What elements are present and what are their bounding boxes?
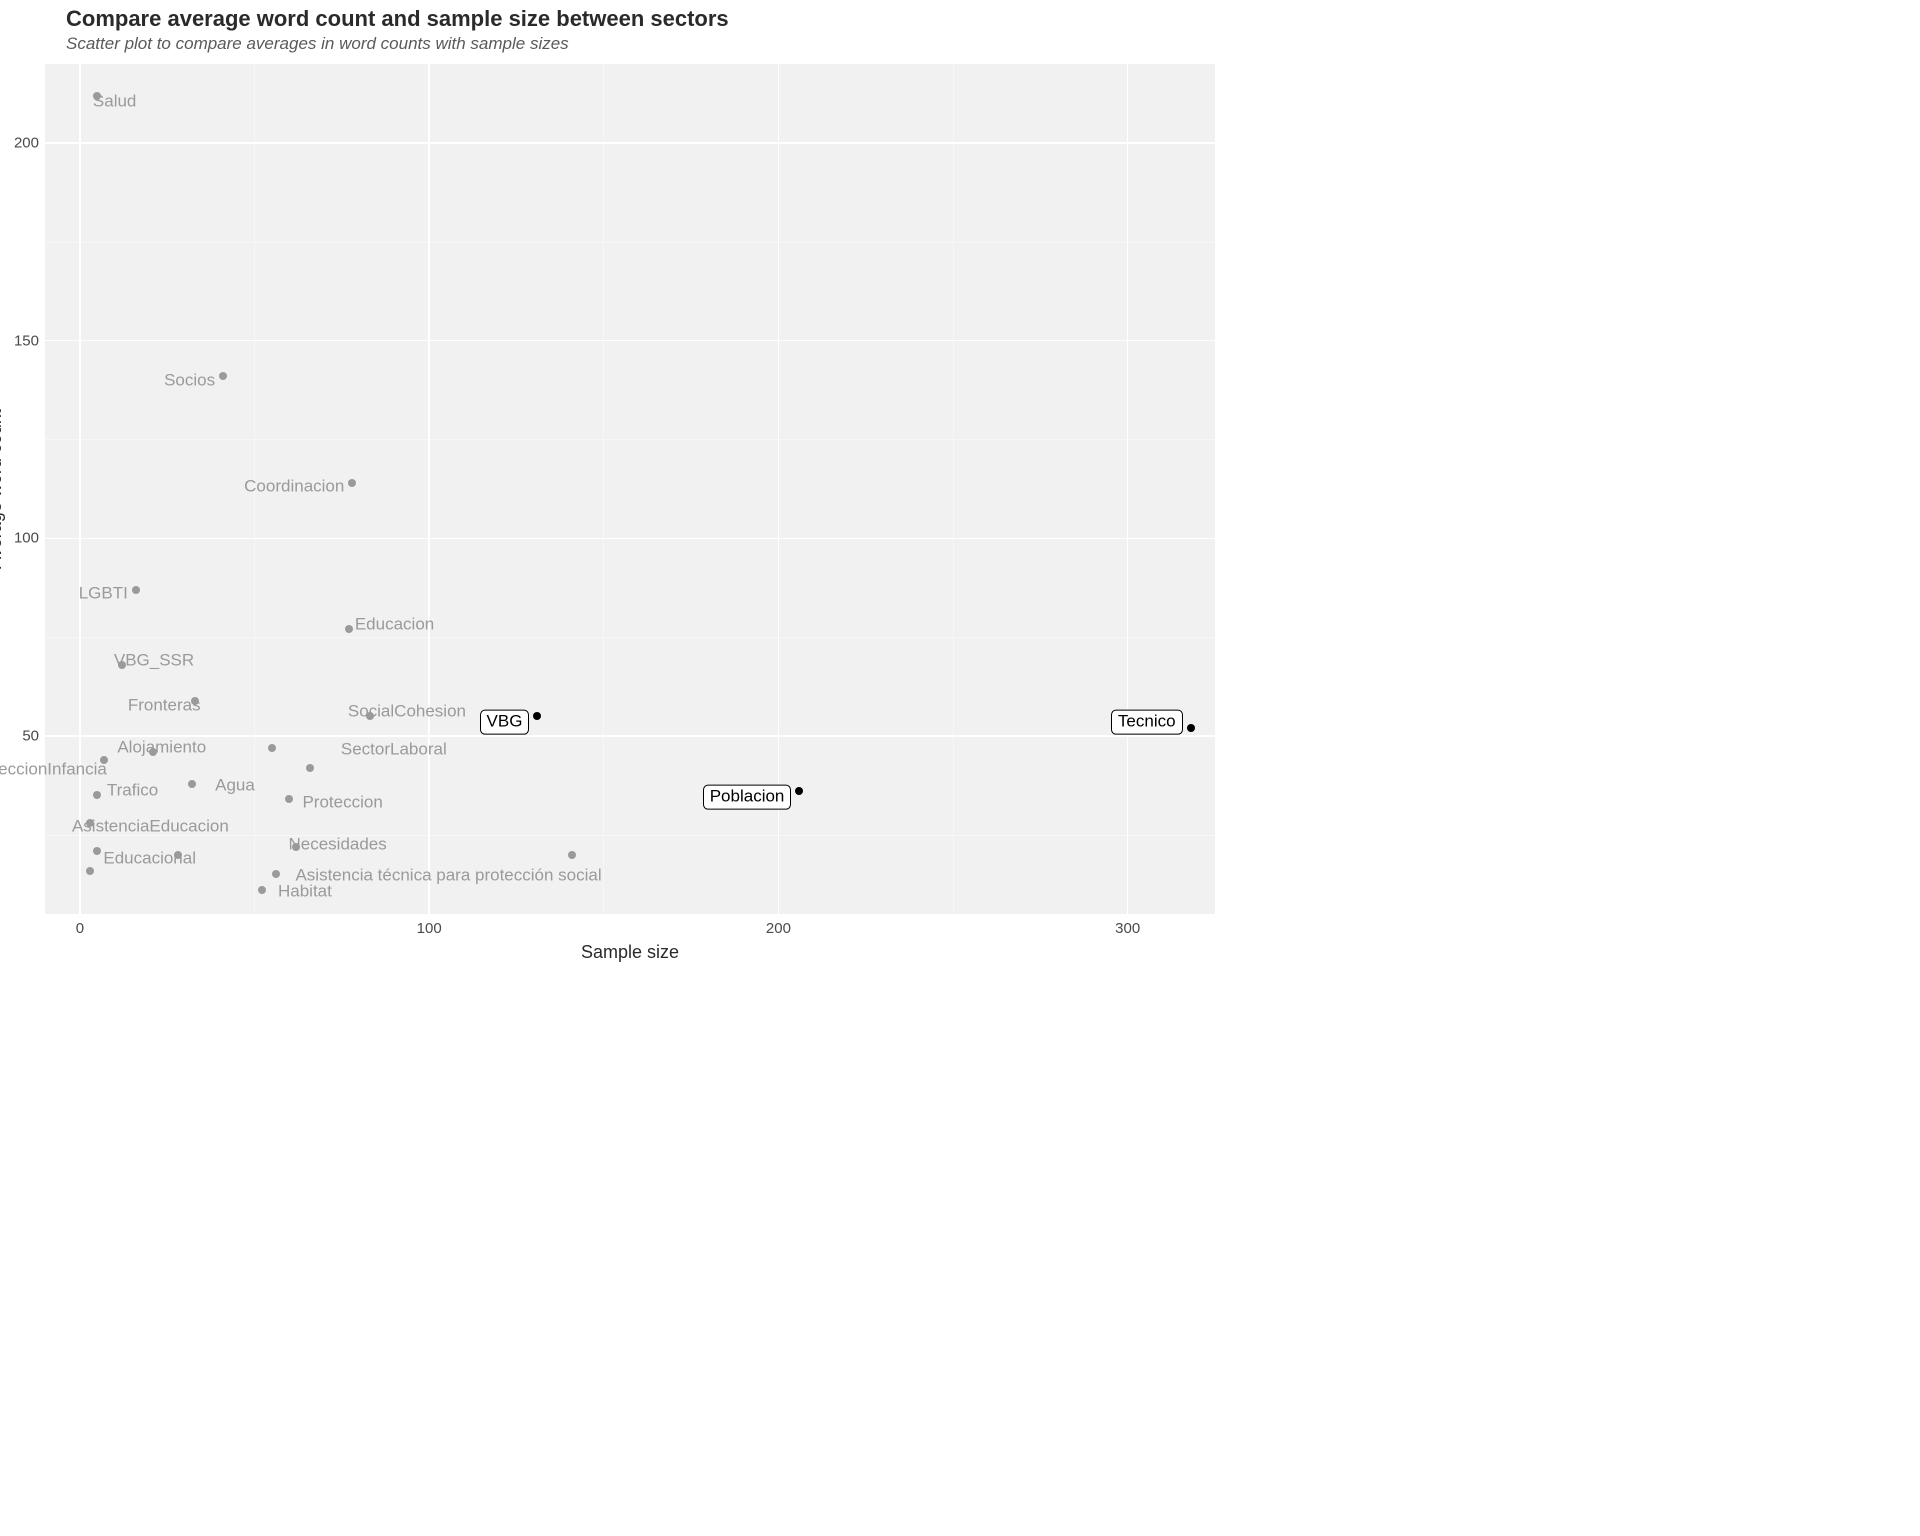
scatter-label: LGBTI (79, 584, 128, 603)
scatter-point (1187, 724, 1195, 732)
scatter-label: Salud (93, 92, 136, 111)
scatter-point (348, 479, 356, 487)
scatter-label: Educacional (103, 849, 196, 868)
scatter-label: ProteccionInfancia (0, 760, 107, 779)
scatter-point (306, 764, 314, 772)
scatter-point (258, 886, 266, 894)
gridline-h-minor (45, 439, 1215, 440)
scatter-label: Habitat (278, 883, 332, 902)
gridline-v-minor (953, 64, 954, 914)
scatter-label: VBG_SSR (114, 652, 194, 671)
scatter-label: Agua (215, 776, 255, 795)
gridline-h-minor (45, 637, 1215, 638)
x-tick-label: 300 (1115, 920, 1140, 937)
scatter-label: Asistencia técnica para protección socia… (295, 867, 601, 886)
scatter-point (533, 712, 541, 720)
scatter-point (132, 586, 140, 594)
scatter-point (285, 795, 293, 803)
scatter-label: VBG (480, 710, 530, 735)
x-tick-label: 100 (417, 920, 442, 937)
scatter-label: AsistenciaEducacion (72, 818, 229, 837)
scatter-point (188, 780, 196, 788)
scatter-label: Fronteras (128, 696, 201, 715)
scatter-label: Coordinacion (244, 478, 344, 497)
x-axis-title: Sample size (581, 942, 679, 963)
gridline-h-minor (45, 242, 1215, 243)
y-tick-label: 200 (14, 135, 39, 152)
scatter-label: Educacion (355, 616, 434, 635)
x-tick-label: 0 (76, 920, 84, 937)
scatter-point (93, 847, 101, 855)
y-tick-label: 100 (14, 530, 39, 547)
scatter-label: SectorLaboral (341, 741, 447, 760)
scatter-label: Socios (164, 372, 215, 391)
scatter-point (272, 870, 280, 878)
scatter-point (345, 625, 353, 633)
gridline-h-major (45, 340, 1215, 342)
scatter-label: Tecnico (1111, 710, 1183, 735)
gridline-h-major (45, 142, 1215, 144)
gridline-v-major (1127, 64, 1129, 914)
scatter-point (100, 756, 108, 764)
scatter-point (219, 372, 227, 380)
y-tick-label: 50 (22, 728, 39, 745)
scatter-label: Poblacion (703, 785, 792, 810)
scatter-point (268, 744, 276, 752)
scatter-point (795, 787, 803, 795)
scatter-label: Necesidades (288, 835, 386, 854)
gridline-v-major (428, 64, 430, 914)
scatter-point (93, 791, 101, 799)
x-tick-label: 200 (766, 920, 791, 937)
gridline-v-major (79, 64, 81, 914)
y-tick-label: 150 (14, 332, 39, 349)
y-axis-title: Average word count (0, 64, 6, 914)
gridline-v-minor (603, 64, 604, 914)
chart-title: Compare average word count and sample si… (66, 6, 729, 32)
gridline-h-major (45, 735, 1215, 737)
scatter-point (86, 867, 94, 875)
plot-area: Salud Socios Coordinacion LGBTI Educacion VBG… (45, 64, 1215, 914)
chart-container: Compare average word count and sample si… (0, 0, 1220, 976)
gridline-h-major (45, 538, 1215, 540)
scatter-label: Trafico (107, 782, 158, 801)
scatter-label: Alojamiento (117, 739, 206, 758)
chart-subtitle: Scatter plot to compare averages in word… (66, 34, 569, 54)
scatter-point (568, 851, 576, 859)
scatter-label: Proteccion (302, 794, 382, 813)
scatter-label: SocialCohesion (348, 703, 466, 722)
